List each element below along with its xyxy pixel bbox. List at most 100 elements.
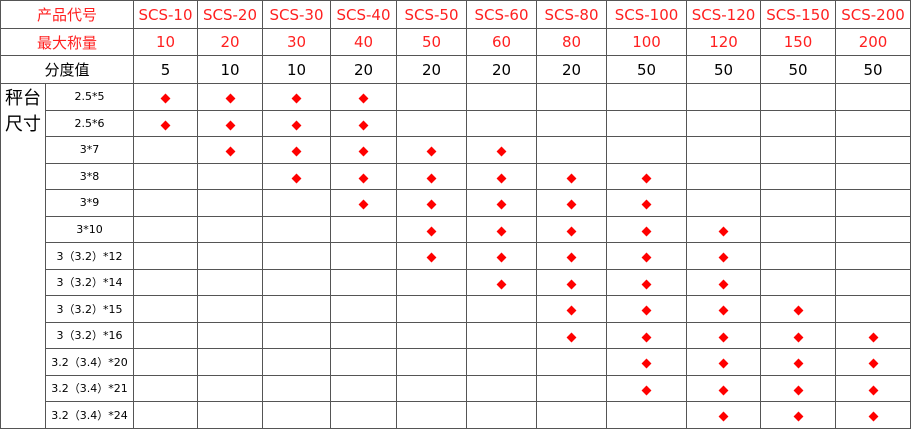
availability-cell (466, 401, 538, 429)
platform-size: 3*10 (44, 215, 135, 243)
diamond-icon (496, 199, 507, 210)
diamond-icon (291, 173, 302, 184)
availability-cell (262, 401, 332, 429)
diamond-icon (718, 385, 729, 396)
availability-cell (536, 162, 608, 190)
availability-cell (396, 242, 468, 270)
diamond-icon (225, 146, 235, 157)
diamond-icon (426, 146, 437, 157)
availability-cell (536, 401, 608, 429)
diamond-icon (868, 385, 878, 396)
size-row: 3*7 (1, 136, 911, 164)
diamond-icon (566, 305, 577, 316)
availability-cell (133, 83, 199, 111)
availability-cell (396, 109, 468, 137)
availability-cell (197, 348, 264, 376)
availability-cell (197, 136, 264, 164)
diamond-icon (566, 252, 577, 263)
availability-cell (330, 189, 398, 217)
availability-cell (133, 374, 199, 402)
availability-cell (536, 321, 608, 349)
diamond-icon (793, 411, 803, 422)
diamond-icon (641, 252, 652, 263)
availability-cell (133, 136, 199, 164)
diamond-icon (426, 252, 437, 263)
max-capacity: 20 (197, 28, 264, 56)
diamond-icon (718, 358, 729, 369)
diamond-icon (358, 199, 369, 210)
availability-cell (133, 321, 199, 349)
platform-size: 3*7 (44, 136, 135, 164)
model-code: SCS-80 (536, 0, 608, 29)
diamond-icon (566, 279, 577, 290)
model-code: SCS-150 (760, 0, 837, 29)
division-row: 分度值 5 10 10 20 20 20 20 50 50 50 50 (0, 55, 911, 84)
diamond-icon (868, 358, 878, 369)
availability-cell (760, 295, 837, 323)
availability-cell (606, 83, 688, 111)
diamond-icon (566, 226, 577, 237)
model-code: SCS-120 (686, 0, 762, 29)
size-row: 秤台尺寸 2.5*5 (0, 83, 911, 429)
diamond-icon (793, 305, 803, 316)
availability-cell (536, 295, 608, 323)
model-code: SCS-100 (606, 0, 688, 29)
availability-cell (536, 268, 608, 296)
availability-cell (686, 109, 762, 137)
availability-cell (686, 321, 762, 349)
availability-cell (760, 321, 837, 349)
diamond-icon (641, 173, 652, 184)
size-row: 2.5*6 (1, 109, 911, 137)
availability-cell (835, 268, 911, 296)
diamond-icon (358, 173, 369, 184)
availability-cell (686, 374, 762, 402)
availability-cell (197, 215, 264, 243)
model-label: 产品代号 (0, 0, 135, 29)
model-code: SCS-60 (466, 0, 538, 29)
availability-cell (197, 109, 264, 137)
capacity-row: 最大称量 10 20 30 40 50 60 80 100 120 150 200 (0, 28, 911, 56)
diamond-icon (793, 358, 803, 369)
size-row: 3（3.2）*12 (1, 242, 911, 270)
availability-cell (686, 215, 762, 243)
availability-cell (330, 136, 398, 164)
availability-cell (606, 242, 688, 270)
diamond-icon (718, 305, 729, 316)
diamond-icon (641, 226, 652, 237)
availability-cell (606, 295, 688, 323)
max-capacity: 40 (330, 28, 398, 56)
diamond-icon (718, 252, 729, 263)
size-row: 3*10 (1, 215, 911, 243)
division-value: 10 (197, 55, 264, 84)
diamond-icon (718, 226, 729, 237)
availability-cell (466, 109, 538, 137)
size-row: 3（3.2）*16 (1, 321, 911, 349)
availability-cell (835, 136, 911, 164)
availability-cell (133, 348, 199, 376)
availability-cell (133, 295, 199, 323)
division-value: 50 (760, 55, 837, 84)
availability-cell (197, 295, 264, 323)
availability-cell (466, 189, 538, 217)
availability-cell (262, 83, 332, 111)
availability-cell (760, 215, 837, 243)
availability-cell (133, 109, 199, 137)
availability-cell (686, 162, 762, 190)
diamond-icon (793, 332, 803, 343)
diamond-icon (426, 173, 437, 184)
availability-cell (396, 136, 468, 164)
availability-cell (760, 189, 837, 217)
availability-cell (197, 189, 264, 217)
model-code: SCS-20 (197, 0, 264, 29)
model-code: SCS-30 (262, 0, 332, 29)
max-capacity: 150 (760, 28, 837, 56)
availability-cell (330, 109, 398, 137)
division-value: 20 (396, 55, 468, 84)
availability-cell (536, 348, 608, 376)
availability-cell (835, 162, 911, 190)
diamond-icon (225, 120, 235, 131)
division-value: 5 (133, 55, 199, 84)
model-code: SCS-40 (330, 0, 398, 29)
